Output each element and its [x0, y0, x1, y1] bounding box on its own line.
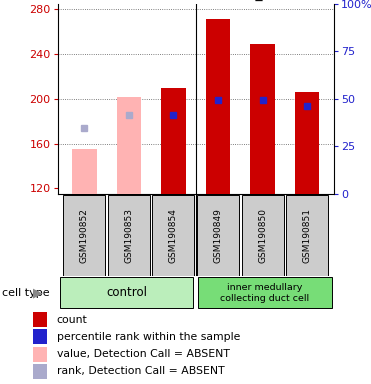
Bar [33, 329, 47, 344]
Text: count: count [57, 314, 88, 324]
Bar [116, 97, 141, 194]
Title: GDS3150 / 1394806_at: GDS3150 / 1394806_at [115, 0, 276, 2]
Text: value, Detection Call = ABSENT: value, Detection Call = ABSENT [57, 349, 230, 359]
Bar [206, 20, 230, 194]
Bar [250, 44, 275, 194]
Text: rank, Detection Call = ABSENT: rank, Detection Call = ABSENT [57, 366, 224, 376]
Bar [72, 149, 96, 194]
Text: ▶: ▶ [33, 286, 42, 299]
FancyBboxPatch shape [242, 195, 283, 276]
Bar [161, 88, 186, 194]
FancyBboxPatch shape [152, 195, 194, 276]
Text: GSM190850: GSM190850 [258, 208, 267, 263]
FancyBboxPatch shape [197, 195, 239, 276]
Bar [295, 92, 319, 194]
Text: GSM190854: GSM190854 [169, 208, 178, 263]
Text: percentile rank within the sample: percentile rank within the sample [57, 332, 240, 342]
FancyBboxPatch shape [63, 195, 105, 276]
Text: inner medullary
collecting duct cell: inner medullary collecting duct cell [220, 283, 309, 303]
Text: GSM190852: GSM190852 [80, 208, 89, 263]
FancyBboxPatch shape [108, 195, 150, 276]
FancyBboxPatch shape [286, 195, 328, 276]
FancyBboxPatch shape [198, 277, 332, 308]
Text: cell type: cell type [2, 288, 49, 298]
Text: GSM190853: GSM190853 [124, 208, 133, 263]
Bar [33, 346, 47, 362]
Text: GSM190849: GSM190849 [213, 208, 223, 263]
Text: GSM190851: GSM190851 [303, 208, 312, 263]
Bar [33, 364, 47, 379]
FancyBboxPatch shape [60, 277, 193, 308]
Text: control: control [106, 286, 147, 299]
Bar [33, 312, 47, 327]
